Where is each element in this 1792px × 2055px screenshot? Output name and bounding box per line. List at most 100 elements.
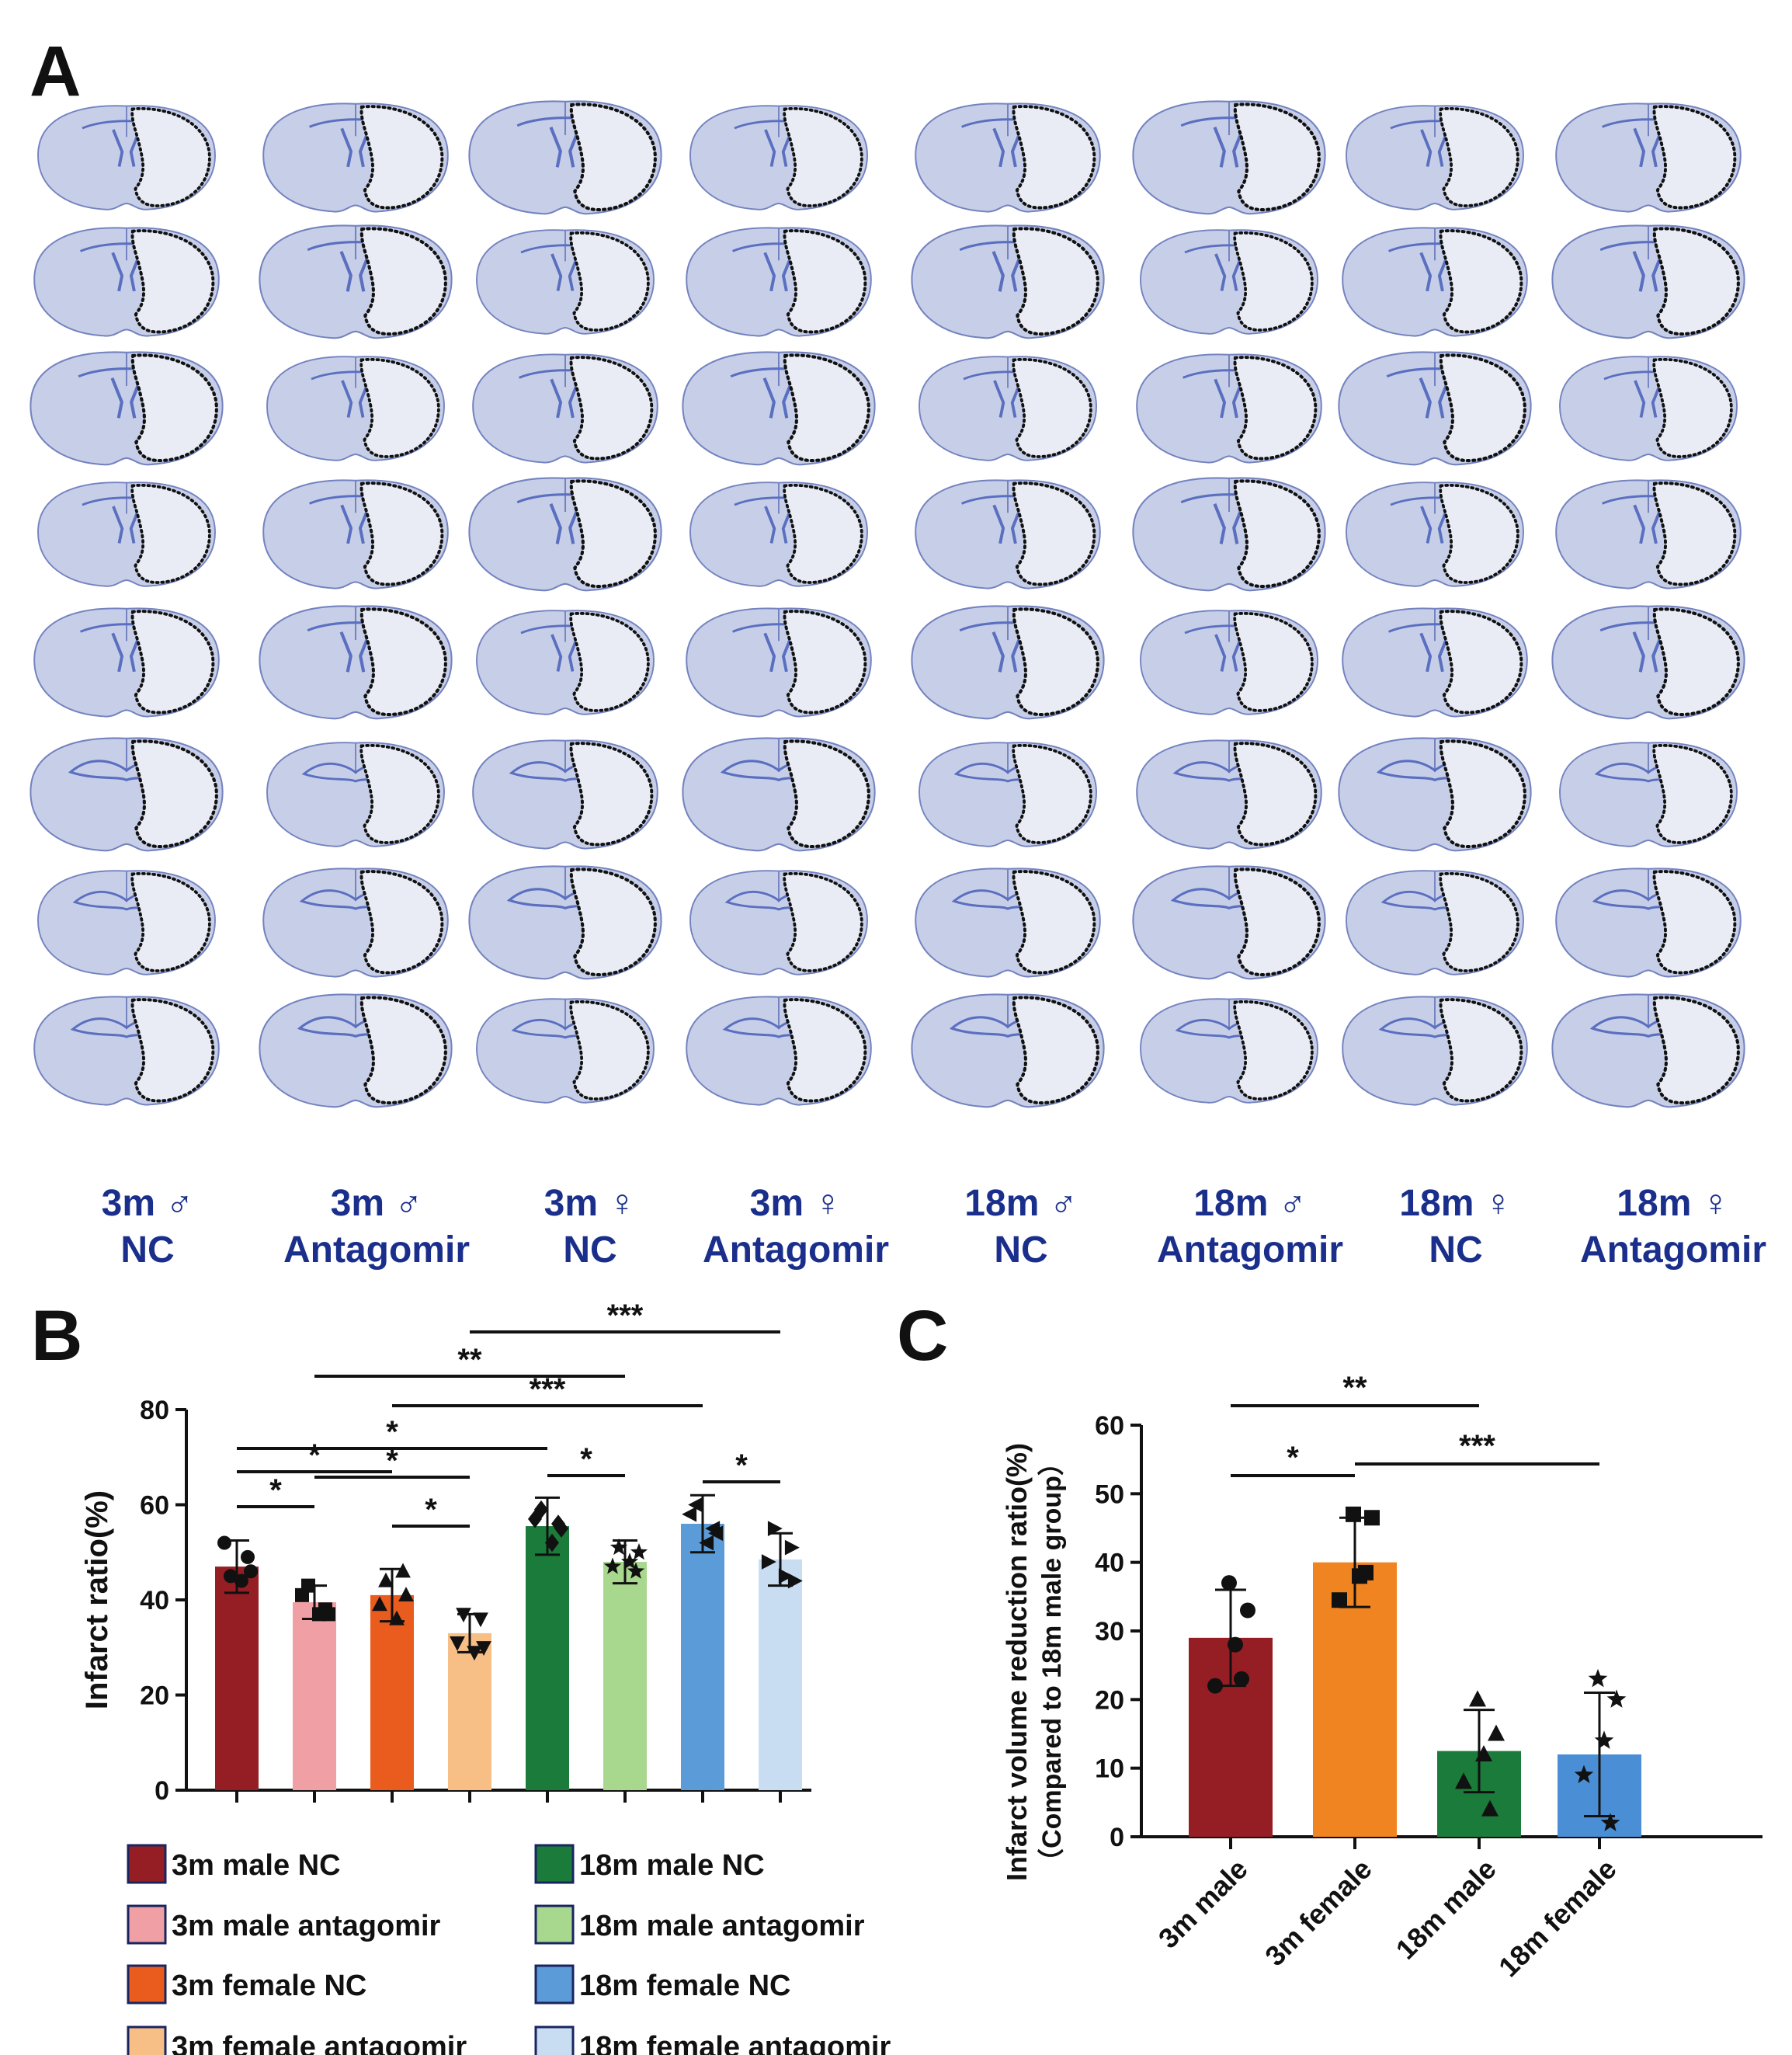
infarct-outline — [130, 998, 215, 1103]
infarct-outline — [359, 996, 447, 1105]
brain-slice — [472, 739, 658, 850]
slice-ventricle — [340, 504, 371, 544]
group-label: 3m ♂ Antagomir — [283, 1183, 470, 1271]
bar — [681, 1524, 724, 1790]
data-point — [372, 1596, 387, 1612]
brain-slice — [472, 353, 658, 464]
brain-slice — [468, 477, 662, 592]
slice-ventricle — [1632, 251, 1665, 292]
slice-ventricle — [549, 503, 582, 544]
data-point — [1234, 1671, 1249, 1687]
brain-slice — [37, 870, 216, 975]
y-tick-label: 0 — [155, 1776, 169, 1806]
legend-label: 18m male antagomir — [579, 1910, 865, 1942]
infarct-outline — [783, 871, 863, 972]
infarct-outline — [783, 610, 867, 715]
data-point — [1594, 1730, 1614, 1749]
infarct-outline — [1233, 231, 1314, 332]
legend-swatch — [534, 1964, 575, 2005]
brain-slice — [476, 229, 655, 335]
data-point — [778, 1568, 794, 1584]
infarct-outline — [1652, 607, 1740, 717]
infarct-outline — [1652, 743, 1733, 844]
significance-label: * — [386, 1444, 398, 1478]
infarct-outline — [1439, 871, 1519, 972]
data-point — [708, 1525, 724, 1542]
slice-ventricle — [992, 504, 1023, 544]
infarct-outline — [569, 231, 650, 332]
infarct-outline — [359, 607, 447, 717]
data-point — [1475, 1745, 1492, 1761]
data-point — [699, 1535, 714, 1551]
brain-slice — [686, 607, 872, 718]
brain-slice — [915, 479, 1101, 589]
infarct-outline — [783, 739, 870, 849]
infarct-outline — [1652, 996, 1740, 1105]
infarct-outline — [130, 353, 218, 463]
group-label: 18m ♂ Antagomir — [1157, 1183, 1343, 1271]
infarct-outline — [1439, 483, 1519, 584]
infarct-outline — [1233, 742, 1318, 847]
infarct-outline — [359, 227, 447, 336]
significance-label: * — [1287, 1441, 1299, 1475]
chart-c-volume-reduction: 0 10 20 30 40 50 60 Infarct volume reduction ra… — [1001, 1371, 1762, 1983]
brain-slice — [1555, 868, 1742, 978]
brain-slice — [919, 356, 1097, 461]
brain-slice — [1559, 742, 1738, 847]
y-tick-label: 60 — [140, 1491, 169, 1521]
data-point — [321, 1607, 335, 1622]
infarct-outline — [130, 229, 215, 334]
infarct-outline — [1439, 739, 1526, 849]
infarct-outline — [783, 998, 867, 1103]
brain-slice — [915, 868, 1101, 978]
infarct-outline — [130, 610, 215, 715]
bar — [526, 1526, 569, 1790]
slice-ventricle — [993, 380, 1023, 418]
brain-slice — [262, 868, 449, 978]
brain-slice — [1346, 105, 1524, 210]
brain-slice — [1342, 227, 1528, 337]
data-point — [1358, 1564, 1374, 1580]
infarct-outline — [130, 106, 211, 207]
bar — [215, 1566, 259, 1790]
data-point — [1488, 1724, 1505, 1741]
brain-slice — [37, 105, 216, 210]
data-point — [603, 1557, 622, 1574]
slice-ventricle — [764, 506, 794, 544]
slice-ventricle — [1632, 631, 1665, 673]
significance-label: * — [308, 1438, 321, 1473]
brain-slice — [468, 100, 662, 215]
infarct-outline — [130, 483, 211, 584]
data-point — [295, 1587, 309, 1602]
x-category-label: 3m female — [1259, 1853, 1378, 1973]
data-point — [609, 1538, 628, 1556]
brain-slice — [468, 865, 662, 980]
infarct-outline — [1439, 353, 1526, 463]
brain-slice — [33, 996, 220, 1106]
data-point — [761, 1554, 776, 1570]
slice-ventricle — [550, 378, 581, 419]
data-point — [767, 1521, 783, 1537]
infarct-outline — [1012, 357, 1092, 458]
infarct-outline — [1233, 611, 1314, 712]
data-point — [224, 1569, 238, 1584]
group-label: 18m ♀ NC — [1399, 1183, 1512, 1271]
slice-ventricle — [550, 634, 580, 672]
legend-swatch — [127, 1904, 167, 1945]
infarct-outline — [1233, 868, 1321, 977]
data-point — [1228, 1636, 1243, 1653]
infarct-outline — [569, 356, 654, 461]
data-point — [467, 1646, 482, 1661]
infarct-outline — [359, 482, 444, 586]
slice-ventricle — [112, 129, 141, 167]
data-point — [398, 1587, 414, 1601]
brain-slice — [262, 479, 449, 589]
bar — [759, 1559, 802, 1790]
brain-slice — [911, 224, 1105, 339]
infarct-outline — [1652, 357, 1733, 458]
data-point — [473, 1612, 488, 1628]
brain-slice — [30, 351, 224, 466]
infarct-outline — [1012, 105, 1096, 210]
data-point — [528, 1510, 542, 1528]
infarct-outline — [359, 870, 444, 975]
